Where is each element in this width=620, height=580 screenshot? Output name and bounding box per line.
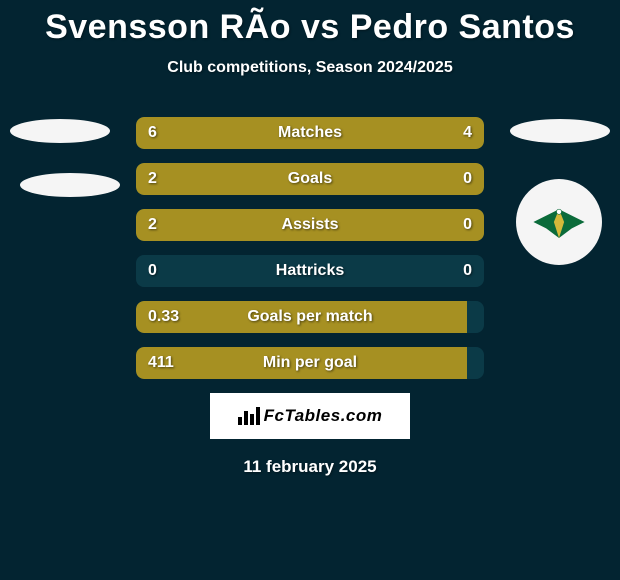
stat-row: 2 0 Goals <box>136 163 484 195</box>
placeholder-icon <box>20 173 120 197</box>
stat-value-left: 2 <box>148 216 157 234</box>
placeholder-icon <box>510 119 610 143</box>
stat-value-right: 0 <box>463 262 472 280</box>
stat-bars: 6 4 Matches 2 0 Goals 2 0 Assists 0 0 Hattricks 0.33… <box>136 117 484 379</box>
stat-value-left: 6 <box>148 124 157 142</box>
comparison-chart: 6 4 Matches 2 0 Goals 2 0 Assists 0 0 Hattricks 0.33… <box>0 117 620 379</box>
stat-label: Hattricks <box>276 262 344 280</box>
chart-icon <box>238 407 260 425</box>
club-crest-right <box>516 179 602 265</box>
stat-bar-left <box>136 163 397 195</box>
stat-value-right: 0 <box>463 216 472 234</box>
crest-icon <box>527 190 591 254</box>
stat-row: 0.33 Goals per match <box>136 301 484 333</box>
stat-row: 0 0 Hattricks <box>136 255 484 287</box>
placeholder-icon <box>10 119 110 143</box>
stat-row: 2 0 Assists <box>136 209 484 241</box>
stat-value-left: 0 <box>148 262 157 280</box>
stat-row: 6 4 Matches <box>136 117 484 149</box>
comparison-subtitle: Club competitions, Season 2024/2025 <box>0 59 620 77</box>
fctables-brand: FcTables.com <box>210 393 410 439</box>
stat-label: Goals <box>288 170 332 188</box>
comparison-title: Svensson RÃo vs Pedro Santos <box>0 0 620 47</box>
stat-value-right: 0 <box>463 170 472 188</box>
stat-value-right: 4 <box>463 124 472 142</box>
stat-value-left: 411 <box>148 354 174 372</box>
stat-row: 411 Min per goal <box>136 347 484 379</box>
stat-label: Min per goal <box>263 354 357 372</box>
comparison-date: 11 february 2025 <box>0 457 620 477</box>
stat-label: Matches <box>278 124 342 142</box>
stat-value-left: 2 <box>148 170 157 188</box>
stat-value-left: 0.33 <box>148 308 179 326</box>
stat-label: Assists <box>282 216 339 234</box>
stat-label: Goals per match <box>247 308 372 326</box>
fctables-label: FcTables.com <box>264 406 383 426</box>
